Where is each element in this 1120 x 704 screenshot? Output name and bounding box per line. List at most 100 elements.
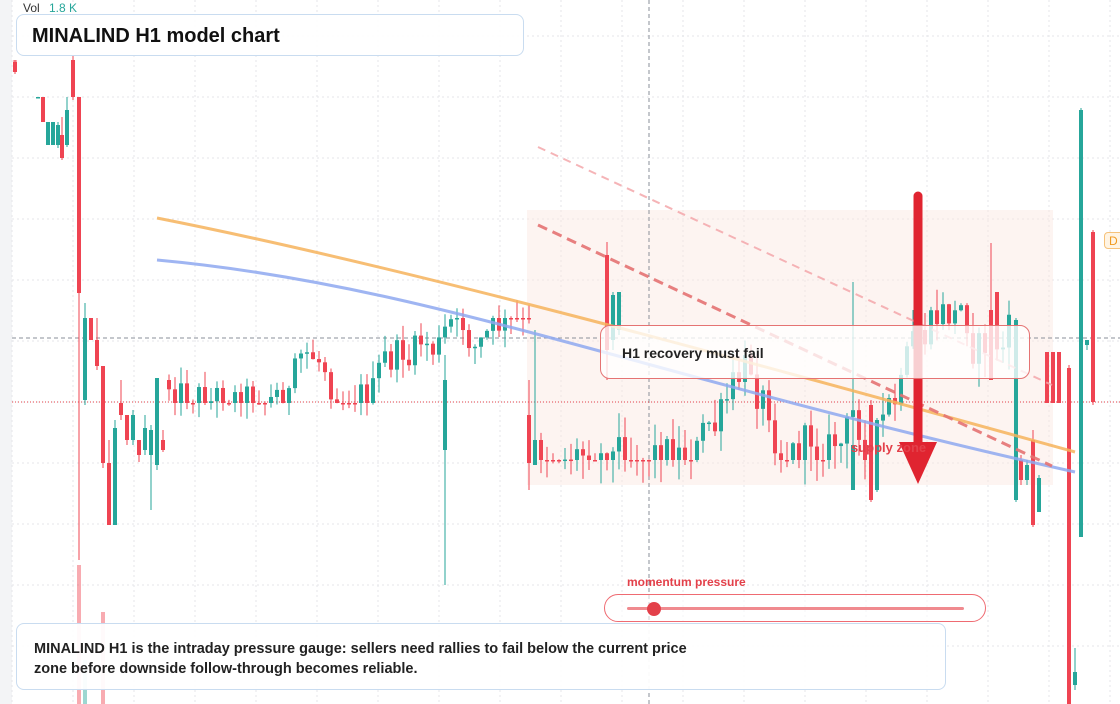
candle	[1091, 232, 1095, 402]
candle	[491, 318, 495, 331]
candle	[269, 396, 273, 403]
candle	[785, 460, 789, 462]
candle	[143, 428, 147, 450]
candle	[995, 292, 999, 345]
candle	[539, 440, 543, 460]
candle	[587, 455, 591, 460]
candle	[689, 460, 693, 462]
candle	[13, 62, 17, 72]
candle	[617, 292, 621, 330]
candle	[659, 445, 663, 460]
candle	[599, 453, 603, 460]
down-arrow-head	[899, 442, 937, 484]
candle	[371, 378, 375, 403]
candle	[569, 459, 573, 462]
candle	[431, 343, 435, 355]
candle	[293, 358, 297, 389]
candle	[71, 60, 75, 97]
candle	[155, 378, 159, 465]
candle	[299, 353, 303, 359]
candle	[167, 380, 171, 390]
candle	[329, 372, 333, 400]
candle	[1067, 368, 1071, 704]
candle	[191, 403, 195, 405]
candle	[1051, 352, 1055, 403]
candle	[899, 374, 903, 405]
candle	[875, 420, 879, 490]
candle	[209, 401, 213, 403]
candle	[641, 460, 645, 462]
candle	[773, 420, 777, 454]
candle	[647, 460, 651, 462]
candle	[467, 330, 471, 349]
candle	[797, 443, 801, 460]
candle	[779, 453, 783, 460]
candle	[197, 387, 201, 403]
volume-label: Vol	[23, 1, 40, 15]
candle	[275, 389, 279, 397]
candle	[251, 386, 255, 403]
candle	[179, 383, 183, 403]
candle	[77, 97, 81, 293]
candle	[287, 388, 291, 403]
candle	[869, 405, 873, 500]
candle	[803, 425, 807, 460]
candle	[605, 453, 609, 460]
trendline-primary	[537, 223, 1053, 468]
candle	[353, 403, 357, 405]
candles-layer	[13, 55, 1095, 704]
volume-layer	[13, 60, 105, 704]
arrow-layer	[899, 191, 937, 484]
candle	[365, 384, 369, 403]
candle	[46, 122, 50, 145]
candle	[881, 414, 885, 421]
candle	[593, 460, 597, 462]
candle	[341, 403, 345, 405]
candle	[629, 460, 633, 462]
summary-box: MINALIND H1 is the intraday pressure gau…	[16, 623, 946, 690]
candle	[725, 399, 729, 401]
candle	[581, 449, 585, 456]
candle	[107, 463, 111, 525]
supply-zone-label: supply zone	[851, 440, 927, 455]
candle	[605, 255, 609, 350]
candle	[443, 326, 447, 338]
candle	[473, 346, 477, 349]
candle	[119, 403, 123, 415]
candle	[36, 97, 40, 99]
candle	[1031, 440, 1035, 525]
candle	[827, 434, 831, 460]
candle	[503, 318, 507, 331]
candle	[413, 335, 417, 366]
candle	[965, 305, 969, 334]
candle	[161, 440, 165, 450]
candle	[557, 460, 561, 462]
candle	[41, 97, 45, 122]
candle	[935, 310, 939, 325]
candle	[851, 445, 855, 490]
candle	[149, 430, 153, 455]
candle	[359, 384, 363, 403]
candle	[713, 422, 717, 432]
candle	[479, 337, 483, 347]
candle	[401, 340, 405, 360]
candle	[863, 439, 867, 460]
candle	[1025, 465, 1029, 480]
candle	[527, 318, 531, 320]
candle	[959, 305, 963, 311]
candle	[575, 449, 579, 460]
candle	[257, 403, 261, 405]
chart-title: MINALIND H1 model chart	[32, 25, 280, 47]
candle	[185, 383, 189, 403]
candle	[347, 403, 351, 405]
candle	[449, 319, 453, 327]
candle	[857, 410, 861, 440]
candle	[635, 460, 639, 462]
candle	[953, 310, 957, 324]
d-badge: D	[1104, 232, 1120, 249]
candle	[245, 386, 249, 403]
momentum-gauge	[604, 594, 986, 622]
candle	[887, 397, 891, 415]
candle	[407, 359, 411, 366]
candle	[443, 380, 447, 450]
